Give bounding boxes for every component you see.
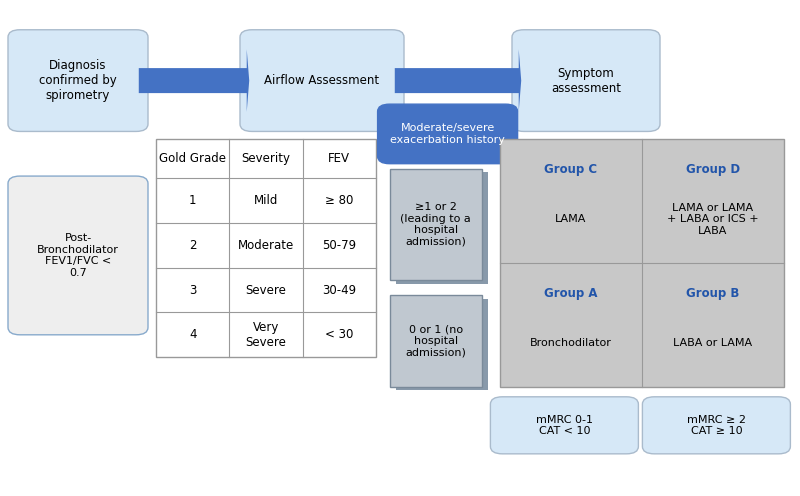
Text: Severity: Severity	[242, 152, 290, 165]
Text: Group A: Group A	[544, 287, 598, 301]
Text: Mild: Mild	[254, 194, 278, 207]
Text: 1: 1	[189, 194, 197, 207]
Text: Very
Severe: Very Severe	[246, 321, 286, 349]
Text: ≥ 80: ≥ 80	[325, 194, 354, 207]
Text: 4: 4	[189, 328, 197, 341]
Text: mMRC 0-1
CAT < 10: mMRC 0-1 CAT < 10	[536, 415, 593, 436]
Bar	[156, 139, 376, 357]
FancyBboxPatch shape	[642, 397, 790, 454]
Text: 50-79: 50-79	[322, 239, 356, 252]
Text: Group D: Group D	[686, 163, 740, 177]
Text: Bronchodilator: Bronchodilator	[530, 338, 612, 349]
Text: LAMA or LAMA
+ LABA or ICS +
LABA: LAMA or LAMA + LABA or ICS + LABA	[667, 203, 759, 236]
Text: LABA or LAMA: LABA or LAMA	[674, 338, 753, 349]
FancyBboxPatch shape	[396, 172, 488, 284]
Text: ≥1 or 2
(leading to a
hospital
admission): ≥1 or 2 (leading to a hospital admission…	[400, 202, 471, 247]
FancyBboxPatch shape	[390, 169, 482, 280]
Text: Moderate/severe
exacerbation history: Moderate/severe exacerbation history	[390, 123, 505, 145]
Text: < 30: < 30	[325, 328, 354, 341]
FancyBboxPatch shape	[8, 176, 148, 335]
Text: Diagnosis
confirmed by
spirometry: Diagnosis confirmed by spirometry	[39, 59, 117, 102]
Text: LAMA: LAMA	[555, 214, 586, 225]
FancyBboxPatch shape	[378, 104, 518, 164]
Text: Airflow Assessment: Airflow Assessment	[265, 74, 379, 87]
Text: Group B: Group B	[686, 287, 740, 301]
FancyBboxPatch shape	[512, 30, 660, 131]
FancyBboxPatch shape	[396, 299, 488, 390]
FancyBboxPatch shape	[390, 295, 482, 387]
Text: Moderate: Moderate	[238, 239, 294, 252]
Text: FEV: FEV	[328, 152, 350, 165]
Text: Gold Grade: Gold Grade	[159, 152, 226, 165]
Text: 0 or 1 (no
hospital
admission): 0 or 1 (no hospital admission)	[405, 324, 466, 358]
Text: Post-
Bronchodilator
FEV1/FVC <
0.7: Post- Bronchodilator FEV1/FVC < 0.7	[37, 233, 119, 278]
FancyBboxPatch shape	[490, 397, 638, 454]
Text: 2: 2	[189, 239, 197, 252]
FancyBboxPatch shape	[240, 30, 404, 131]
Text: 30-49: 30-49	[322, 284, 356, 297]
Text: Symptom
assessment: Symptom assessment	[551, 66, 621, 95]
FancyBboxPatch shape	[8, 30, 148, 131]
Bar	[500, 139, 784, 387]
Text: mMRC ≥ 2
CAT ≥ 10: mMRC ≥ 2 CAT ≥ 10	[687, 415, 746, 436]
Text: Group C: Group C	[545, 163, 598, 177]
Text: Severe: Severe	[246, 284, 286, 297]
Text: 3: 3	[189, 284, 196, 297]
